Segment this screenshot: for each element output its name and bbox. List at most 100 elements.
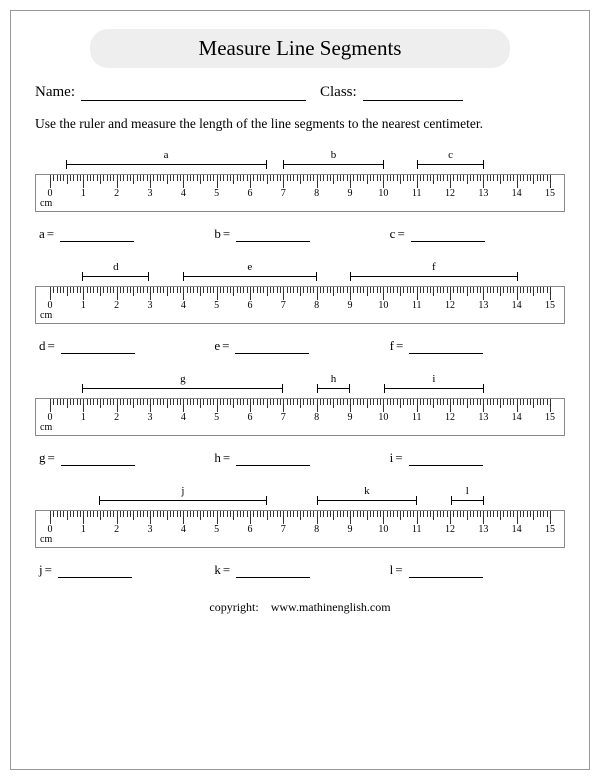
ruler-tick-label: 9 <box>348 300 353 311</box>
answer-field: j= <box>39 562 214 578</box>
segment-label: d <box>110 261 122 273</box>
segment-end-right <box>349 384 350 393</box>
answer-blank[interactable] <box>61 340 135 354</box>
equals-sign: = <box>396 338 403 354</box>
segments-row: j k l <box>49 488 551 508</box>
segment-bar <box>82 276 149 277</box>
equals-sign: = <box>223 450 230 466</box>
answer-field: l= <box>390 562 565 578</box>
ruler-tick-label: 6 <box>248 300 253 311</box>
answer-letter: b <box>214 226 221 242</box>
ruler-tick-label: 6 <box>248 188 253 199</box>
segment-label: g <box>177 373 189 385</box>
ruler-tick-label: 14 <box>512 300 522 311</box>
line-segment: j <box>99 496 266 506</box>
answer-letter: e <box>214 338 220 354</box>
answer-blank[interactable] <box>235 340 309 354</box>
ruler-wrap: jkl0123456789101112131415cm <box>35 488 565 552</box>
ruler-unit: cm <box>40 198 52 209</box>
class-blank[interactable] <box>363 100 463 101</box>
ruler-tick-label: 10 <box>378 300 388 311</box>
answer-blank[interactable] <box>236 228 310 242</box>
line-segment: h <box>317 384 350 394</box>
line-segment: l <box>451 496 484 506</box>
answer-blank[interactable] <box>409 564 483 578</box>
instructions: Use the ruler and measure the length of … <box>35 115 565 134</box>
answer-blank[interactable] <box>409 452 483 466</box>
exercise: ghi0123456789101112131415cmg=h=i= <box>35 376 565 466</box>
equals-sign: = <box>48 450 55 466</box>
line-segment: g <box>82 384 283 394</box>
ruler-unit: cm <box>40 422 52 433</box>
ruler-tick-label: 8 <box>314 300 319 311</box>
ruler: 0123456789101112131415cm <box>35 510 565 548</box>
line-segment: b <box>283 160 383 170</box>
line-segment: d <box>82 272 149 282</box>
equals-sign: = <box>395 450 402 466</box>
ruler-tick-label: 14 <box>512 524 522 535</box>
answer-blank[interactable] <box>236 452 310 466</box>
ruler-tick-label: 7 <box>281 412 286 423</box>
segment-label: f <box>429 261 439 273</box>
answers-row: j=k=l= <box>35 562 565 578</box>
ruler-tick-label: 3 <box>148 188 153 199</box>
ruler-tick-label: 7 <box>281 300 286 311</box>
ruler-tick-label: 8 <box>314 188 319 199</box>
ruler-tick-label: 4 <box>181 188 186 199</box>
ruler-tick-label: 13 <box>478 188 488 199</box>
segment-label: k <box>361 485 373 497</box>
segment-label: b <box>328 149 340 161</box>
ruler-tick-label: 15 <box>545 524 555 535</box>
answer-blank[interactable] <box>58 564 132 578</box>
class-label: Class: <box>320 84 357 101</box>
segment-bar <box>384 388 484 389</box>
worksheet-page: Measure Line Segments Name: Class: Use t… <box>10 10 590 770</box>
ruler-tick-label: 8 <box>314 524 319 535</box>
line-segment: k <box>317 496 417 506</box>
segment-bar <box>317 388 350 389</box>
ruler-tick-label: 2 <box>114 524 119 535</box>
ruler-tick-label: 11 <box>412 300 422 311</box>
answer-letter: a <box>39 226 45 242</box>
answer-field: b= <box>214 226 389 242</box>
ruler: 0123456789101112131415cm <box>35 286 565 324</box>
segment-label: i <box>429 373 438 385</box>
answer-blank[interactable] <box>409 340 483 354</box>
answer-blank[interactable] <box>61 452 135 466</box>
ruler-tick-label: 15 <box>545 300 555 311</box>
answer-letter: i <box>390 450 394 466</box>
ruler-tick-label: 10 <box>378 524 388 535</box>
answer-blank[interactable] <box>236 564 310 578</box>
segment-bar <box>66 164 267 165</box>
segment-end-right <box>483 160 484 169</box>
segment-end-right <box>266 496 267 505</box>
segment-end-right <box>148 272 149 281</box>
copyright: copyright: www.mathinenglish.com <box>35 600 565 615</box>
segment-end-right <box>266 160 267 169</box>
ruler-tick-label: 15 <box>545 188 555 199</box>
answer-field: f= <box>390 338 565 354</box>
segments-row: g h i <box>49 376 551 396</box>
segment-bar <box>350 276 517 277</box>
ruler-tick-label: 14 <box>512 188 522 199</box>
answers-row: d=e=f= <box>35 338 565 354</box>
answer-blank[interactable] <box>411 228 485 242</box>
equals-sign: = <box>222 338 229 354</box>
name-blank[interactable] <box>81 100 306 101</box>
answers-row: a = b=c= <box>35 226 565 242</box>
ruler-unit: cm <box>40 310 52 321</box>
ruler-tick-label: 12 <box>445 412 455 423</box>
exercise: jkl0123456789101112131415cmj=k=l= <box>35 488 565 578</box>
ruler-tick-label: 10 <box>378 188 388 199</box>
answer-blank[interactable] <box>60 228 134 242</box>
ruler-tick-label: 7 <box>281 188 286 199</box>
answer-field: c= <box>390 226 565 242</box>
ruler-tick-label: 12 <box>445 188 455 199</box>
equals-sign: = <box>48 338 55 354</box>
equals-sign: = <box>397 226 404 242</box>
segment-end-right <box>316 272 317 281</box>
ruler-tick-label: 1 <box>81 412 86 423</box>
line-segment: a <box>66 160 267 170</box>
ruler-tick-label: 3 <box>148 412 153 423</box>
segments-row: def <box>49 264 551 284</box>
